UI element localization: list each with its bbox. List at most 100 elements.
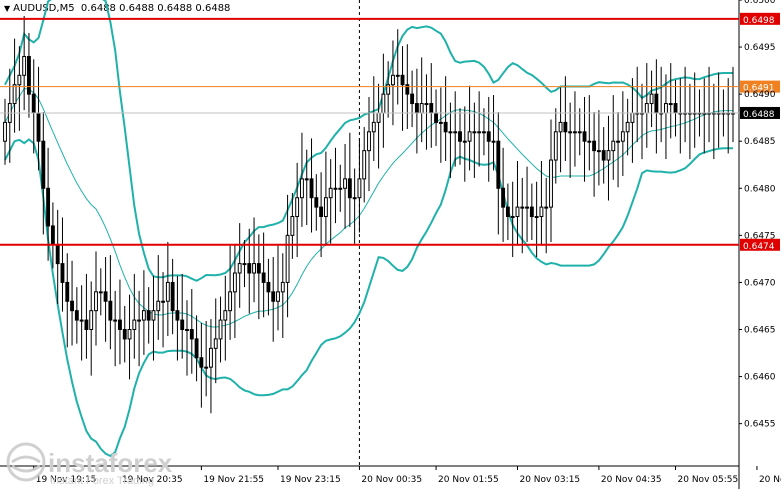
candle-body: [395, 74, 400, 77]
candle-body: [654, 93, 659, 114]
level-tag-label: 0.6474: [743, 242, 775, 252]
candle-body: [630, 112, 635, 123]
candle-body: [611, 140, 616, 152]
candle-body: [175, 310, 180, 321]
candle-body: [22, 55, 27, 76]
current-price-label: 0.6488: [743, 110, 775, 120]
bollinger-bands: [4, 0, 733, 458]
collapse-triangle-icon[interactable]: ▼: [4, 4, 11, 13]
candle-body: [41, 140, 46, 189]
candle-body: [261, 272, 266, 283]
candle-body: [31, 93, 36, 114]
candle-body: [84, 319, 89, 330]
candle-body: [664, 103, 668, 114]
candle-body: [577, 131, 582, 134]
candle-body: [386, 84, 391, 95]
axes: 0.6455 0.6460 0.6465 0.6470 0.6475 0.6480 0.64…: [33, 0, 781, 485]
chart-header: ▼ AUDUSD,M5 0.6488 0.6488 0.6488 0.6488: [4, 3, 230, 14]
candle-body: [601, 150, 606, 161]
x-tick-label: 20 Nov 04:35: [601, 475, 662, 485]
candle-body: [27, 55, 31, 95]
candle-body: [515, 206, 520, 218]
candle-body: [362, 150, 367, 180]
candle-body: [338, 187, 343, 190]
candle-body: [300, 178, 304, 199]
candle-body: [247, 263, 252, 274]
candle-body: [376, 112, 381, 123]
candle-body: [185, 328, 189, 331]
candle-body: [496, 140, 501, 189]
candle-body: [596, 150, 601, 153]
candle-body: [477, 131, 482, 134]
candle-body: [65, 281, 70, 302]
candle-body: [539, 206, 544, 218]
candle-body: [194, 338, 199, 359]
candle-body: [228, 291, 233, 312]
candle-body: [453, 131, 458, 134]
y-tick-label: 0.6500: [744, 0, 776, 6]
x-tick-label: 19 Nov 20:35: [122, 475, 183, 485]
moving-average-line: [4, 87, 733, 328]
candle-body: [285, 234, 290, 283]
candle-body: [132, 319, 137, 330]
level-tag: [740, 12, 780, 25]
candle-body: [98, 291, 103, 294]
candle-body: [462, 140, 467, 143]
candle-body: [328, 187, 333, 199]
candle-body: [79, 319, 84, 322]
candle-body: [103, 291, 108, 302]
candle-body: [419, 103, 424, 114]
candle-body: [70, 300, 74, 312]
x-tick-label: 19 Nov 23:15: [280, 475, 341, 485]
candle-body: [553, 131, 558, 161]
y-tick-label: 0.6485: [744, 137, 776, 147]
candle-body: [434, 112, 438, 123]
y-tick-label: 0.6460: [744, 373, 776, 383]
candle-body: [606, 150, 611, 161]
candle-body: [573, 131, 577, 134]
candle-body: [12, 84, 17, 105]
price-levels: 0.6498 0.6491 0.6474 0.6488: [0, 12, 780, 252]
candle-body: [343, 178, 347, 189]
candle-body: [146, 310, 151, 321]
candle-body: [424, 103, 429, 106]
candle-body: [242, 263, 247, 266]
candle-body: [280, 281, 285, 293]
y-tick-label: 0.6490: [744, 90, 776, 100]
level-tag-label: 0.6498: [743, 16, 775, 26]
instaforex-logo: instaforex Instant Forex Trading: [2, 438, 192, 492]
candle-body: [46, 187, 51, 227]
instaforex-tagline: Instant Forex Trading: [50, 475, 154, 487]
y-tick-label: 0.6465: [744, 325, 776, 335]
candle-body: [108, 300, 113, 321]
candle-body: [568, 131, 573, 134]
candle-body: [266, 281, 271, 293]
candle-body: [141, 310, 146, 321]
x-tick-label: 20 Nov 07:15: [759, 475, 781, 485]
candle-body: [17, 74, 22, 86]
candle-body: [151, 310, 156, 321]
candle-body: [161, 300, 165, 303]
candle-body: [127, 328, 132, 340]
candle-body: [438, 121, 443, 124]
candle-body: [314, 197, 319, 208]
candle-body: [74, 310, 79, 321]
candle-body: [520, 206, 525, 209]
candle-body: [391, 74, 395, 86]
candle-body: [165, 281, 170, 302]
candle-body: [180, 319, 185, 330]
candles: [3, 16, 735, 414]
lower-band-line: [4, 138, 733, 458]
candle-body: [367, 131, 371, 152]
level-tag: [740, 80, 780, 93]
candle-body: [405, 84, 410, 95]
y-tick-label: 0.6455: [744, 420, 776, 430]
y-tick-label: 0.6495: [744, 43, 776, 53]
candle-body: [252, 263, 256, 274]
candle-body: [55, 244, 60, 265]
chart-symbol: AUDUSD,M5: [13, 3, 75, 14]
instaforex-logo-text: instaforex: [48, 448, 173, 478]
candle-body: [170, 281, 175, 312]
candle-body: [534, 216, 539, 219]
